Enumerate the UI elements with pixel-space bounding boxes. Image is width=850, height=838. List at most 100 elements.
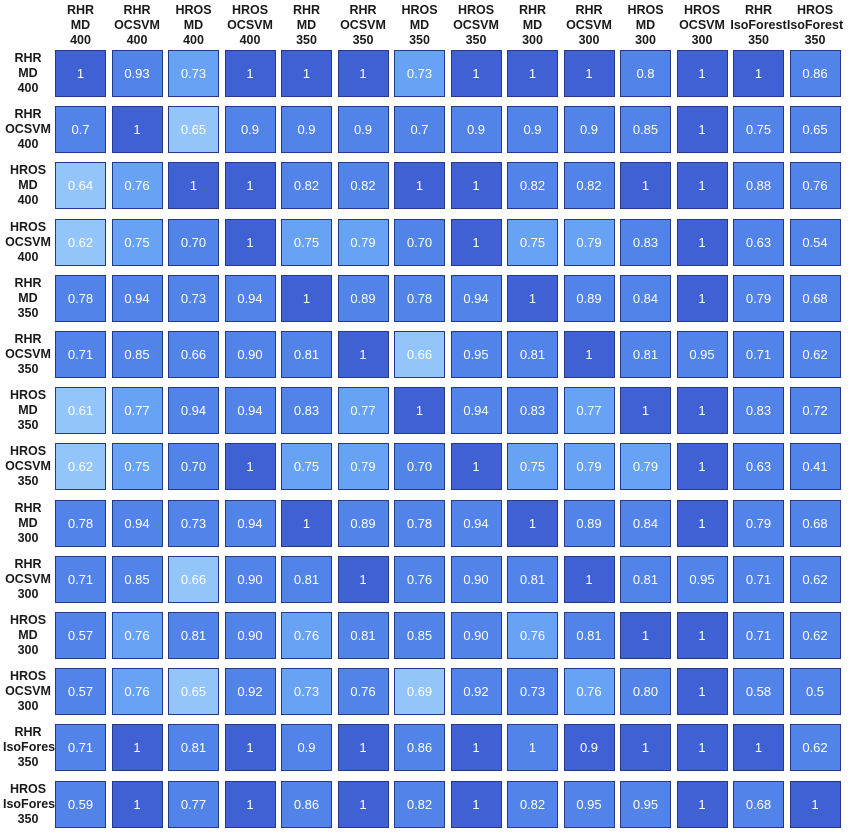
row-label-line: MD xyxy=(18,515,38,530)
heatmap-cell: 1 xyxy=(224,443,276,491)
column-label: HROS MD 400 xyxy=(164,3,224,48)
column-label-line: HROS xyxy=(627,3,664,17)
row-label: RHR MD 400 xyxy=(3,51,53,96)
column-label-line: IsoForest xyxy=(730,18,787,32)
heatmap-cell: 1 xyxy=(789,780,841,828)
column-label-line: OCSVM xyxy=(453,18,499,32)
row-label-line: 400 xyxy=(17,249,39,264)
heatmap-cell: 0.9 xyxy=(337,106,389,154)
heatmap-cell: 0.62 xyxy=(789,724,841,772)
heatmap-cell: 0.82 xyxy=(507,162,558,210)
row-label-line: 350 xyxy=(17,811,39,826)
heatmap-cell: 0.65 xyxy=(789,106,841,154)
row-label: RHR IsoForest 350 xyxy=(3,725,59,770)
heatmap-cell: 1 xyxy=(55,50,106,97)
column-label-line: 400 xyxy=(70,33,91,47)
row-label-line: 350 xyxy=(17,474,39,489)
heatmap-cell: 0.86 xyxy=(789,50,841,97)
column-label-line: MD xyxy=(70,18,91,32)
heatmap-cell: 0.90 xyxy=(224,612,276,659)
row-label: RHR OCSVM 300 xyxy=(3,557,53,602)
row-label-line: 300 xyxy=(17,643,39,657)
row-label-line: 300 xyxy=(17,699,39,714)
column-label-line: 400 xyxy=(126,33,148,47)
heatmap-cell: 0.76 xyxy=(507,612,558,659)
row-label: HROS IsoForest 350 xyxy=(3,782,59,827)
heatmap-cell: 0.9 xyxy=(563,724,615,772)
heatmap-cell: 1 xyxy=(111,724,163,772)
row-label-line: 400 xyxy=(17,137,39,152)
row-label-line: RHR xyxy=(14,556,42,571)
heatmap-cell: 1 xyxy=(620,162,671,210)
heatmap-cell: 0.73 xyxy=(168,274,219,322)
row-label-line: MD xyxy=(18,178,38,193)
heatmap-cell: 1 xyxy=(394,162,445,210)
column-label: HROS IsoForest 350 xyxy=(785,3,845,48)
column-label-line: 300 xyxy=(522,33,543,47)
heatmap-cell: 0.73 xyxy=(168,499,219,547)
heatmap-cell: 0.89 xyxy=(563,274,615,322)
heatmap-cell: 1 xyxy=(450,162,502,210)
heatmap-cell: 0.83 xyxy=(733,387,784,435)
heatmap-cell: 1 xyxy=(563,50,615,97)
column-label-line: MD xyxy=(183,18,204,32)
heatmap-cell: 0.79 xyxy=(620,443,671,491)
heatmap-cell: 0.85 xyxy=(394,612,445,659)
heatmap-cell: 0.95 xyxy=(676,331,728,378)
heatmap-cell: 0.77 xyxy=(168,780,219,828)
heatmap-cell: 0.78 xyxy=(394,274,445,322)
column-label-line: OCSVM xyxy=(679,18,725,32)
column-label: RHR MD 300 xyxy=(503,3,563,48)
row-label: HROS MD 350 xyxy=(3,388,53,433)
heatmap-cell: 0.81 xyxy=(337,612,389,659)
heatmap-cell: 0.94 xyxy=(168,387,219,435)
column-label-line: HROS xyxy=(796,3,834,17)
row-label-line: OCSVM xyxy=(5,684,51,699)
heatmap-cell: 0.69 xyxy=(394,668,445,716)
heatmap-cell: 1 xyxy=(224,780,276,828)
row-label: HROS MD 400 xyxy=(3,163,53,208)
heatmap-cell: 0.70 xyxy=(394,443,445,491)
heatmap-cell: 0.64 xyxy=(55,162,106,210)
heatmap-cell: 0.79 xyxy=(337,218,389,266)
heatmap-cell: 0.73 xyxy=(281,668,332,716)
heatmap-cell: 1 xyxy=(337,724,389,772)
row-label-line: OCSVM xyxy=(5,459,51,474)
heatmap-cell: 0.81 xyxy=(620,555,671,603)
heatmap-cell: 0.63 xyxy=(733,443,784,491)
heatmap-cell: 1 xyxy=(450,724,502,772)
heatmap-cell: 0.66 xyxy=(168,331,219,378)
heatmap-cell: 0.71 xyxy=(733,331,784,378)
heatmap-cell: 0.95 xyxy=(620,780,671,828)
heatmap-cell: 1 xyxy=(337,555,389,603)
row-label-line: 400 xyxy=(17,193,39,208)
column-label-line: 350 xyxy=(748,33,769,47)
heatmap-cell: 1 xyxy=(507,274,558,322)
column-label-line: 350 xyxy=(352,33,374,47)
column-label-line: MD xyxy=(635,18,656,32)
heatmap-cell: 1 xyxy=(111,106,163,154)
row-label-line: OCSVM xyxy=(5,347,51,361)
heatmap-cell: 0.76 xyxy=(111,162,163,210)
heatmap-cell: 0.77 xyxy=(563,387,615,435)
heatmap-cell: 0.62 xyxy=(789,612,841,659)
column-label: RHR MD 400 xyxy=(51,3,111,48)
column-label: HROS MD 350 xyxy=(390,3,450,48)
heatmap-cell: 0.71 xyxy=(733,612,784,659)
heatmap-cell: 1 xyxy=(620,724,671,772)
heatmap-cell: 0.9 xyxy=(450,106,502,154)
heatmap-cell: 0.80 xyxy=(620,668,671,716)
heatmap-cell: 1 xyxy=(281,274,332,322)
heatmap-cell: 0.81 xyxy=(168,612,219,659)
heatmap-cell: 0.61 xyxy=(55,387,106,435)
heatmap-cell: 0.73 xyxy=(394,50,445,97)
column-label: RHR IsoForest 350 xyxy=(729,3,789,48)
row-label-line: MD xyxy=(18,290,38,305)
heatmap-cell: 0.68 xyxy=(789,499,841,547)
heatmap-cell: 0.78 xyxy=(394,499,445,547)
row-label: RHR MD 300 xyxy=(3,501,53,546)
row-label-line: 350 xyxy=(17,755,39,770)
heatmap-cell: 0.81 xyxy=(168,724,219,772)
heatmap-cell: 0.81 xyxy=(281,555,332,603)
heatmap-cell: 0.94 xyxy=(224,274,276,322)
